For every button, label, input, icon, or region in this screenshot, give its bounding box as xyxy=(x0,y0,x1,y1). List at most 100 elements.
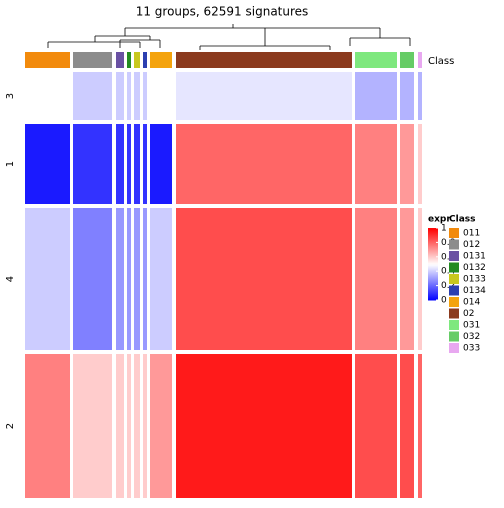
legend-label: 012 xyxy=(463,240,480,250)
heatmap-cell xyxy=(134,124,140,204)
colorbar-tick-label: 0.8 xyxy=(441,238,456,248)
heatmap-cell xyxy=(176,124,352,204)
colorbar-step xyxy=(428,288,438,291)
class-bar-cell xyxy=(418,52,422,68)
heatmap-cell xyxy=(143,124,147,204)
colorbar-step xyxy=(428,268,438,271)
heatmap-cell xyxy=(400,208,414,350)
heatmap-cell xyxy=(143,354,147,498)
heatmap-cell xyxy=(176,72,352,120)
dendrogram xyxy=(47,24,411,50)
heatmap-cell xyxy=(418,72,422,120)
row-slice-label: 1 xyxy=(5,161,16,167)
heatmap-cell xyxy=(116,72,124,120)
legend-swatch xyxy=(449,274,459,284)
colorbar-tick-label: 0.2 xyxy=(441,281,455,291)
legend-label: 0132 xyxy=(463,263,486,273)
legend-swatch xyxy=(449,262,459,273)
legend-swatch xyxy=(449,285,459,296)
legend-title: Class xyxy=(449,215,475,225)
heatmap-cell xyxy=(73,124,112,204)
legend-swatch xyxy=(449,228,459,238)
colorbar-step xyxy=(428,234,438,237)
colorbar-step xyxy=(428,258,438,261)
heatmap-cell xyxy=(400,72,414,120)
heatmap-cell xyxy=(73,208,112,350)
legend-swatch xyxy=(449,239,459,250)
class-bar-cell xyxy=(143,52,147,68)
colorbar-step xyxy=(428,280,438,283)
heatmap-cell xyxy=(150,124,172,204)
legend-swatch xyxy=(449,343,459,353)
legend-label: 0134 xyxy=(463,286,486,296)
colorbar-step xyxy=(428,250,438,253)
colorbar-step xyxy=(428,266,438,269)
colorbar-step xyxy=(428,246,438,249)
heatmap-cell xyxy=(127,208,131,350)
legend-label: 031 xyxy=(463,321,480,331)
heatmap-cell xyxy=(400,124,414,204)
colorbar-tick-label: 1 xyxy=(441,224,447,234)
heatmap-cell xyxy=(127,124,131,204)
class-bar-cell xyxy=(400,52,414,68)
class-bar-cell xyxy=(116,52,124,68)
heatmap-cell xyxy=(418,208,422,350)
colorbar-step xyxy=(428,244,438,247)
colorbar-step xyxy=(428,230,438,233)
chart-title: 11 groups, 62591 signatures xyxy=(136,5,309,19)
heatmap-cell xyxy=(25,72,70,120)
colorbar-step xyxy=(428,286,438,289)
heatmap-cell xyxy=(176,354,352,498)
legend-swatch xyxy=(449,331,459,342)
class-bar-cell xyxy=(134,52,140,68)
colorbar-step xyxy=(428,276,438,279)
heatmap-cell xyxy=(73,72,112,120)
colorbar-step xyxy=(428,264,438,267)
heatmap-cell xyxy=(143,208,147,350)
colorbar-tick-label: 0.6 xyxy=(441,252,456,262)
class-bar-cell xyxy=(127,52,131,68)
colorbar-step xyxy=(428,272,438,275)
legend-label: 02 xyxy=(463,309,474,319)
heatmap-cell xyxy=(150,72,172,120)
heatmap-cell xyxy=(150,354,172,498)
heatmap-cell xyxy=(116,354,124,498)
colorbar-step xyxy=(428,252,438,255)
row-slice-label: 4 xyxy=(5,276,16,282)
heatmap-cell xyxy=(134,354,140,498)
heatmap-cell xyxy=(355,124,397,204)
legend-label: 014 xyxy=(463,298,480,308)
heatmap-cell xyxy=(400,354,414,498)
legend-swatch xyxy=(449,297,459,307)
heatmap-cell xyxy=(355,354,397,498)
class-bar-cell xyxy=(176,52,352,68)
colorbar-step xyxy=(428,298,438,301)
colorbar-step xyxy=(428,240,438,243)
colorbar-step xyxy=(428,248,438,251)
colorbar-step xyxy=(428,278,438,281)
row-slice-label: 2 xyxy=(5,423,16,429)
legend-swatch xyxy=(449,251,459,261)
class-bar-cell xyxy=(150,52,172,68)
heatmap-cell xyxy=(127,72,131,120)
colorbar-step xyxy=(428,236,438,239)
heatmap-cell xyxy=(25,124,70,204)
colorbar-title: expr xyxy=(428,215,451,225)
heatmap-cell xyxy=(73,354,112,498)
heatmap-cell xyxy=(355,72,397,120)
colorbar-step xyxy=(428,270,438,273)
colorbar-tick-label: 0 xyxy=(441,296,447,306)
heatmap-cell xyxy=(355,208,397,350)
legend-swatch xyxy=(449,308,459,319)
colorbar-step xyxy=(428,254,438,257)
colorbar-step xyxy=(428,292,438,295)
legend-label: 033 xyxy=(463,344,480,354)
heatmap-cell xyxy=(176,208,352,350)
heatmap-cell xyxy=(418,354,422,498)
colorbar-step xyxy=(428,228,438,231)
heatmap-cell xyxy=(25,208,70,350)
colorbar-step xyxy=(428,256,438,259)
legend-label: 032 xyxy=(463,332,480,342)
colorbar-step xyxy=(428,274,438,277)
